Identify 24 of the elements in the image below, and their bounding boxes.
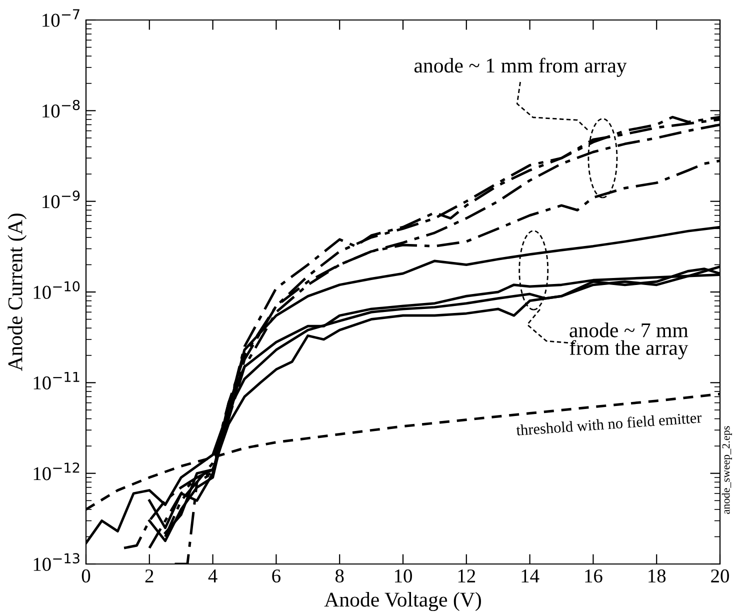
y-tick-label: 10$^{−13}$: [34, 553, 80, 571]
x-tick-label: 4: [208, 570, 218, 582]
x-tick-label: 0: [82, 569, 90, 583]
x-tick-label: 18: [648, 569, 666, 583]
x-tick-label: 14: [522, 570, 540, 582]
text: anode_sweep_2.eps: [722, 426, 732, 514]
y-tick-label: 10$^{−9}$: [42, 190, 80, 208]
annotation: anode ~ 7 mm from the array: [570, 322, 688, 360]
x-tick-label: 2: [145, 569, 154, 582]
annotation: anode ~ 1 mm from array: [414, 58, 627, 77]
annotation: threshold with no field emitter: [516, 412, 702, 436]
y-tick-label: 10$^{−7}$: [42, 9, 80, 27]
x-tick-label: 10: [394, 569, 412, 583]
x-tick-label: 6: [272, 569, 280, 583]
x-tick-label: 20: [711, 569, 729, 583]
x-tick-label: 8: [335, 569, 344, 583]
y-tick-label: 10$^{−8}$: [42, 100, 80, 118]
y-tick-label: 10$^{−11}$: [34, 372, 80, 390]
y-axis-title: Anode Current (A): [8, 214, 27, 372]
y-tick-label: 10$^{−10}$: [34, 281, 80, 299]
x-tick-label: 16: [585, 569, 602, 583]
y-tick-label: 10$^{−12}$: [34, 462, 80, 480]
x-tick-label: 12: [458, 569, 476, 582]
x-axis-title: Anode Voltage (V): [324, 592, 481, 611]
